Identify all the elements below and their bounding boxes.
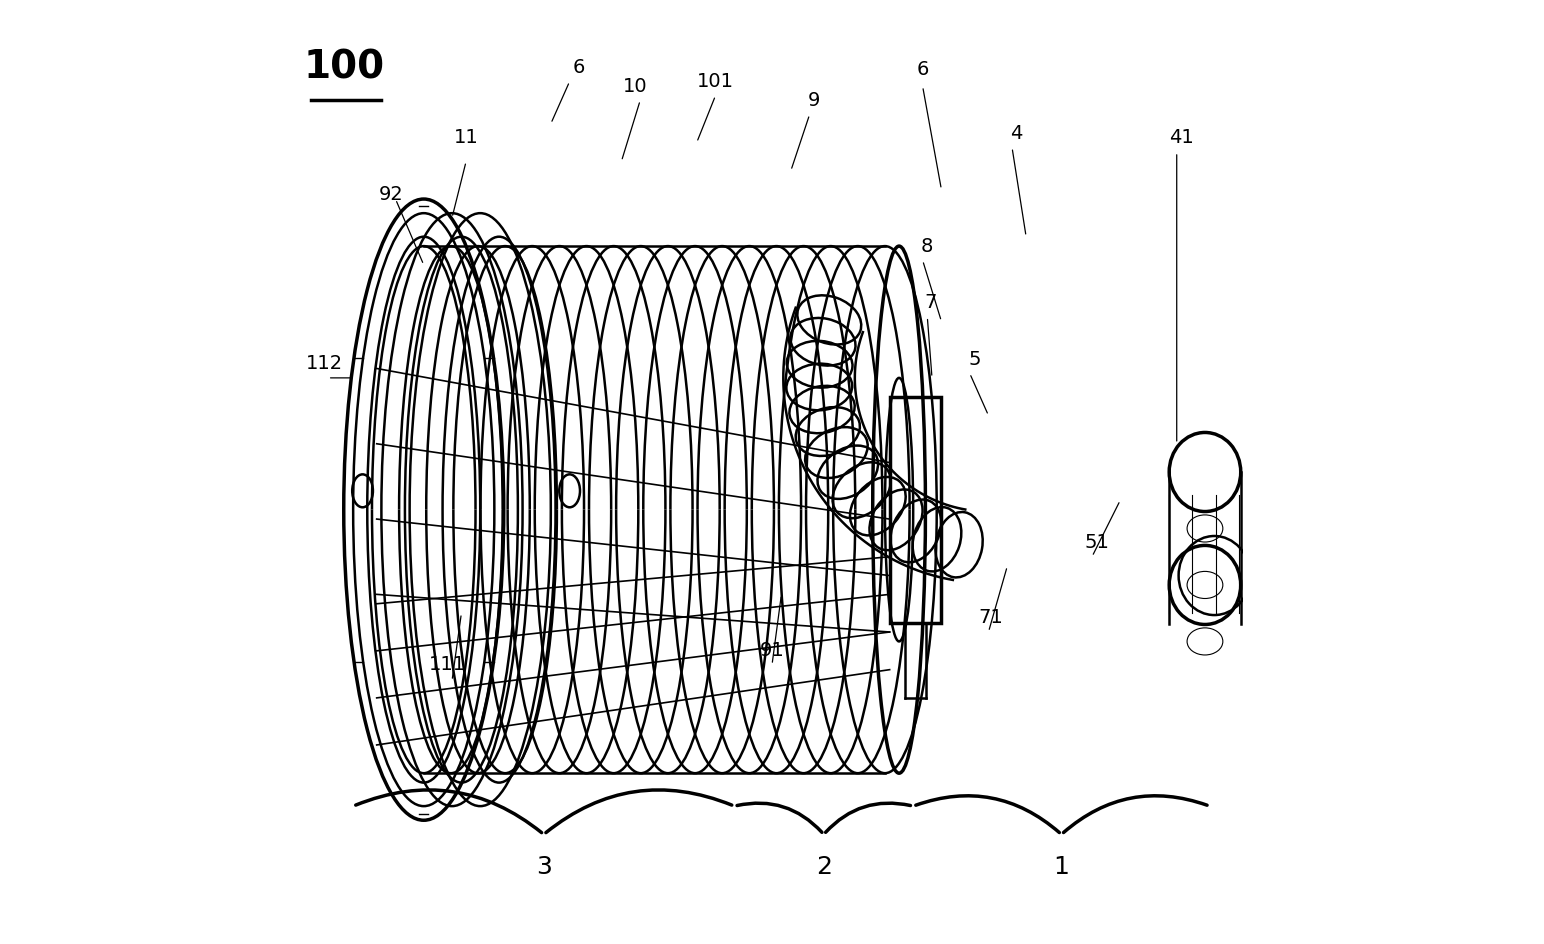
Text: 10: 10: [624, 76, 648, 95]
Text: 5: 5: [968, 349, 980, 368]
Text: 2: 2: [815, 855, 832, 879]
Text: 4: 4: [1010, 124, 1024, 143]
Text: 7: 7: [923, 293, 936, 312]
Text: 71: 71: [977, 608, 1002, 628]
Text: 11: 11: [454, 128, 479, 147]
Text: 6: 6: [573, 58, 585, 76]
Text: 91: 91: [760, 641, 784, 661]
Text: 51: 51: [1084, 533, 1109, 552]
Text: 8: 8: [922, 237, 934, 256]
Text: 3: 3: [536, 855, 551, 879]
Text: 112: 112: [306, 354, 343, 373]
Text: 1: 1: [1053, 855, 1070, 879]
Text: 92: 92: [378, 185, 403, 204]
Text: 100: 100: [303, 48, 384, 86]
Text: 9: 9: [808, 91, 820, 110]
Text: 6: 6: [917, 59, 929, 78]
Text: 41: 41: [1169, 128, 1194, 147]
Text: 101: 101: [696, 72, 733, 91]
Text: 111: 111: [429, 655, 466, 674]
